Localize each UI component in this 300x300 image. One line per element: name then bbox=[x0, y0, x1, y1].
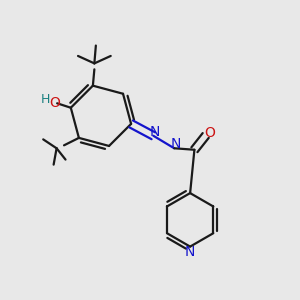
Text: O: O bbox=[204, 126, 215, 140]
Text: N: N bbox=[149, 124, 160, 139]
Text: N: N bbox=[170, 137, 181, 151]
Text: N: N bbox=[185, 245, 195, 259]
Text: H: H bbox=[41, 93, 50, 106]
Text: O: O bbox=[49, 96, 60, 110]
